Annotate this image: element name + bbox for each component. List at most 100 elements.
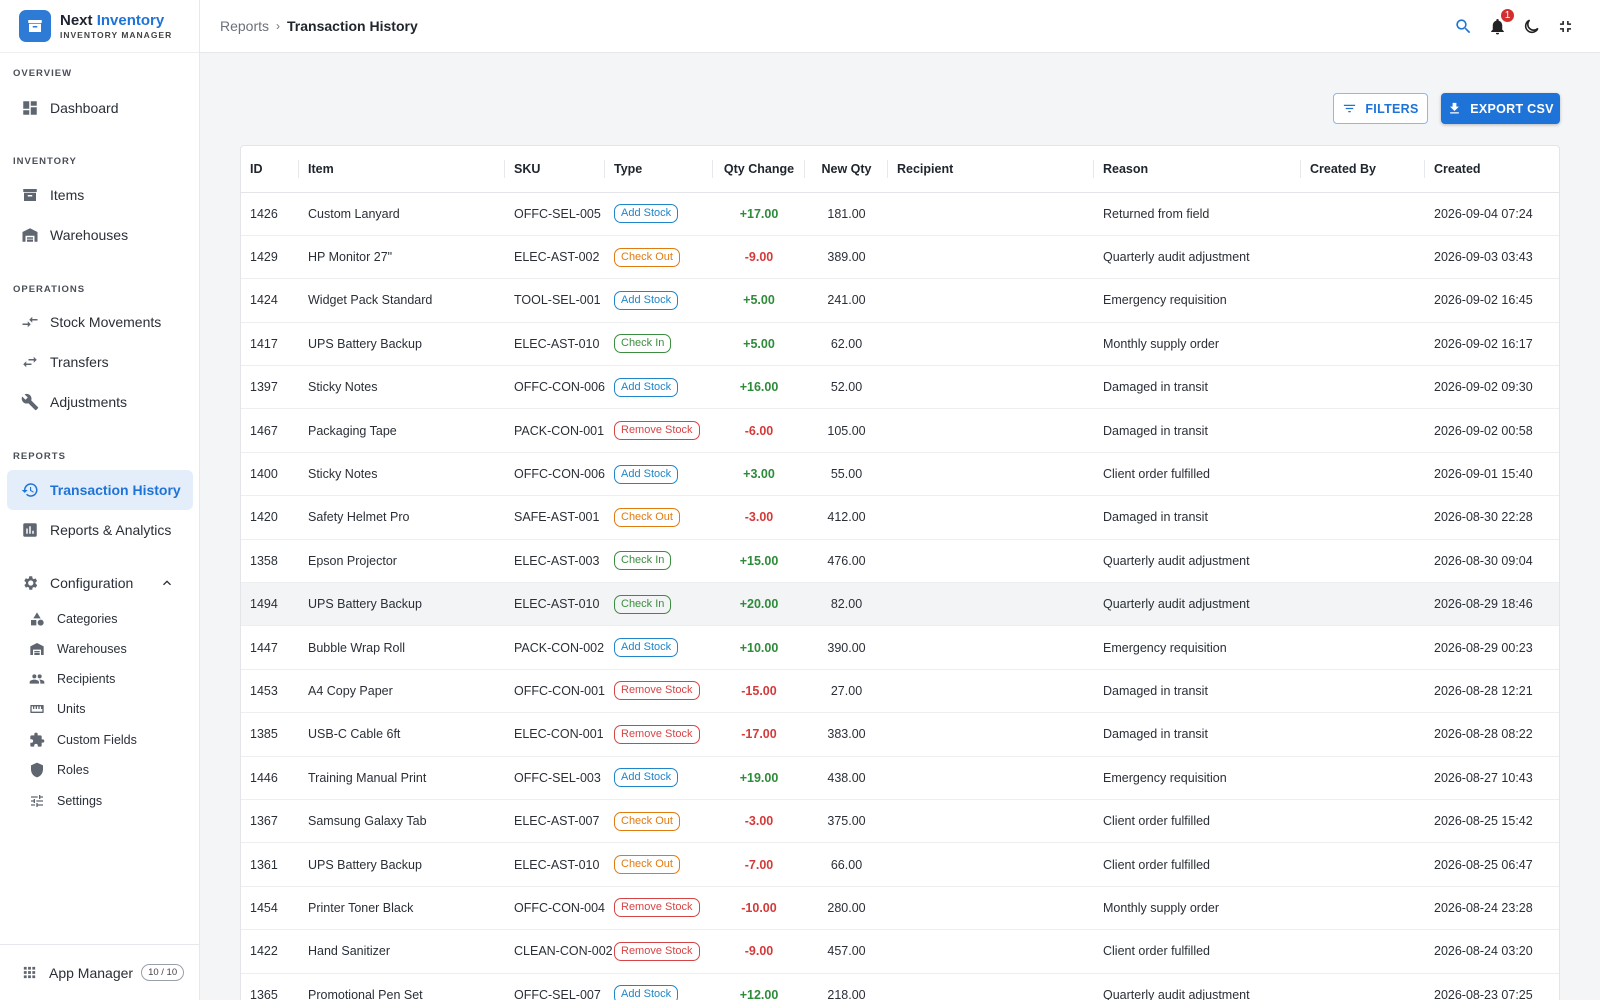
notifications-button[interactable]: 1 [1486,7,1516,37]
table-row[interactable]: 1467 Packaging Tape PACK-CON-001 Remove Sto… [241,408,1559,453]
col-header-qty-change[interactable]: Qty Change [713,146,805,193]
cell-sku: PACK-CON-002 [505,625,605,670]
table-row[interactable]: 1446 Training Manual Print OFFC-SEL-003 Add… [241,756,1559,800]
sidebar-sub-categories[interactable]: Categories [29,607,117,631]
app-manager-count: 10 / 10 [141,964,185,981]
cell-sku: CLEAN-CON-002 [505,929,613,974]
cell-type: Check Out [605,495,713,540]
sidebar-item-transfers[interactable]: Transfers [7,342,193,382]
cell-new-qty: 389.00 [805,235,888,280]
col-header-id[interactable]: ID [241,146,299,193]
cell-id: 1494 [241,582,299,627]
cell-created-by [1301,712,1425,757]
table-row[interactable]: 1424 Widget Pack Standard TOOL-SEL-001 Add … [241,278,1559,323]
cell-type: Check In [605,322,713,367]
type-chip: Add Stock [614,985,679,1000]
table-row[interactable]: 1385 USB-C Cable 6ft ELEC-CON-001 Remove St… [241,712,1559,757]
cell-item: Bubble Wrap Roll [299,625,505,670]
type-chip: Add Stock [614,638,679,658]
sidebar-sub-units[interactable]: Units [29,697,85,721]
export-csv-button[interactable]: EXPORT CSV [1441,93,1560,124]
table-row[interactable]: 1400 Sticky Notes OFFC-CON-006 Add Stock +3.… [241,452,1559,497]
cell-qty-change: -3.00 [713,495,805,540]
type-chip: Add Stock [614,464,679,484]
table-row[interactable]: 1358 Epson Projector ELEC-AST-003 Check In +… [241,539,1559,584]
cell-created: 2026-08-24 23:28 [1425,886,1559,931]
col-header-reason[interactable]: Reason [1094,146,1301,193]
cell-recipient [888,539,1094,584]
chevron-up-icon[interactable] [159,575,175,591]
cell-new-qty: 375.00 [805,799,888,844]
table-row[interactable]: 1367 Samsung Galaxy Tab ELEC-AST-007 Check … [241,799,1559,844]
sidebar-item-label: Configuration [50,575,134,591]
cell-recipient [888,278,1094,323]
table-row[interactable]: 1420 Safety Helmet Pro SAFE-AST-001 Check O… [241,495,1559,540]
cell-item: Safety Helmet Pro [299,495,505,540]
cell-reason: Damaged in transit [1094,712,1301,757]
sidebar-item-stock-movements[interactable]: Stock Movements [7,302,193,342]
cell-new-qty: 412.00 [805,495,888,540]
col-header-type[interactable]: Type [605,146,713,193]
table-row[interactable]: 1426 Custom Lanyard OFFC-SEL-005 Add Stock +… [241,192,1559,236]
sidebar-sub-warehouses[interactable]: Warehouses [29,637,127,661]
cell-created: 2026-09-03 03:43 [1425,235,1559,280]
dark-mode-toggle[interactable] [1520,15,1542,37]
col-header-item[interactable]: Item [299,146,505,193]
sidebar-item-adjustments[interactable]: Adjustments [7,382,193,422]
sidebar-item-warehouses[interactable]: Warehouses [7,215,193,255]
cell-qty-change: +19.00 [713,756,805,800]
fullscreen-exit-icon [1559,20,1571,32]
app-manager[interactable]: App Manager 10 / 10 [0,944,200,1000]
export-label: EXPORT CSV [1470,101,1554,116]
cell-created: 2026-08-24 03:20 [1425,929,1559,974]
apps-grid-icon [23,966,36,979]
cell-item: Printer Toner Black [299,886,505,931]
col-header-created-by[interactable]: Created By [1301,146,1425,193]
cell-type: Add Stock [605,973,713,1000]
cell-item: UPS Battery Backup [299,842,505,887]
cell-recipient [888,712,1094,757]
table-row[interactable]: 1494 UPS Battery Backup ELEC-AST-010 Check … [241,582,1559,627]
cell-created-by [1301,669,1425,714]
cell-qty-change: -10.00 [713,886,805,931]
cell-item: USB-C Cable 6ft [299,712,505,757]
table-row[interactable]: 1454 Printer Toner Black OFFC-CON-004 Remov… [241,886,1559,931]
cell-id: 1453 [241,669,299,714]
table-row[interactable]: 1453 A4 Copy Paper OFFC-CON-001 Remove Stoc… [241,669,1559,714]
filters-button[interactable]: FILTERS [1333,93,1428,124]
table-row[interactable]: 1447 Bubble Wrap Roll PACK-CON-002 Add Stoc… [241,625,1559,670]
sidebar-sub-custom-fields[interactable]: Custom Fields [29,728,137,752]
table-row[interactable]: 1429 HP Monitor 27" ELEC-AST-002 Check Out -… [241,235,1559,280]
table-row[interactable]: 1397 Sticky Notes OFFC-CON-006 Add Stock +16… [241,365,1559,410]
brand[interactable]: Next Inventory INVENTORY MANAGER [0,0,199,53]
sidebar-item-transaction-history[interactable]: Transaction History [7,470,193,510]
sidebar-item-label: Transfers [50,354,109,370]
search-button[interactable] [1452,15,1474,37]
table-row[interactable]: 1417 UPS Battery Backup ELEC-AST-010 Check … [241,322,1559,367]
table-row[interactable]: 1422 Hand Sanitizer CLEAN-CON-002 Remove St… [241,929,1559,974]
sidebar-item-items[interactable]: Items [7,175,193,215]
cell-created: 2026-08-30 22:28 [1425,495,1559,540]
cell-recipient [888,799,1094,844]
sidebar-sub-settings[interactable]: Settings [29,789,102,813]
table-row[interactable]: 1361 UPS Battery Backup ELEC-AST-010 Check … [241,842,1559,887]
col-header-sku[interactable]: SKU [505,146,605,193]
sidebar-item-dashboard[interactable]: Dashboard [7,88,193,128]
sidebar-sub-label: Roles [57,763,89,777]
breadcrumb-reports[interactable]: Reports [220,18,270,34]
sidebar-sub-roles[interactable]: Roles [29,758,89,782]
sidebar-item-reports-analytics[interactable]: Reports & Analytics [7,510,193,550]
col-header-created[interactable]: Created [1425,146,1559,193]
cell-recipient [888,973,1094,1000]
type-chip: Remove Stock [614,421,700,441]
cell-created: 2026-09-02 16:45 [1425,278,1559,323]
cell-id: 1420 [241,495,299,540]
fullscreen-exit-button[interactable] [1554,15,1576,37]
col-header-new-qty[interactable]: New Qty [805,146,888,193]
sidebar-item-configuration[interactable]: Configuration [7,563,193,603]
col-header-recipient[interactable]: Recipient [888,146,1094,193]
table-row[interactable]: 1365 Promotional Pen Set OFFC-SEL-007 Add S… [241,973,1559,1000]
cell-created: 2026-08-30 09:04 [1425,539,1559,584]
cell-created-by [1301,322,1425,367]
sidebar-sub-recipients[interactable]: Recipients [29,667,115,691]
